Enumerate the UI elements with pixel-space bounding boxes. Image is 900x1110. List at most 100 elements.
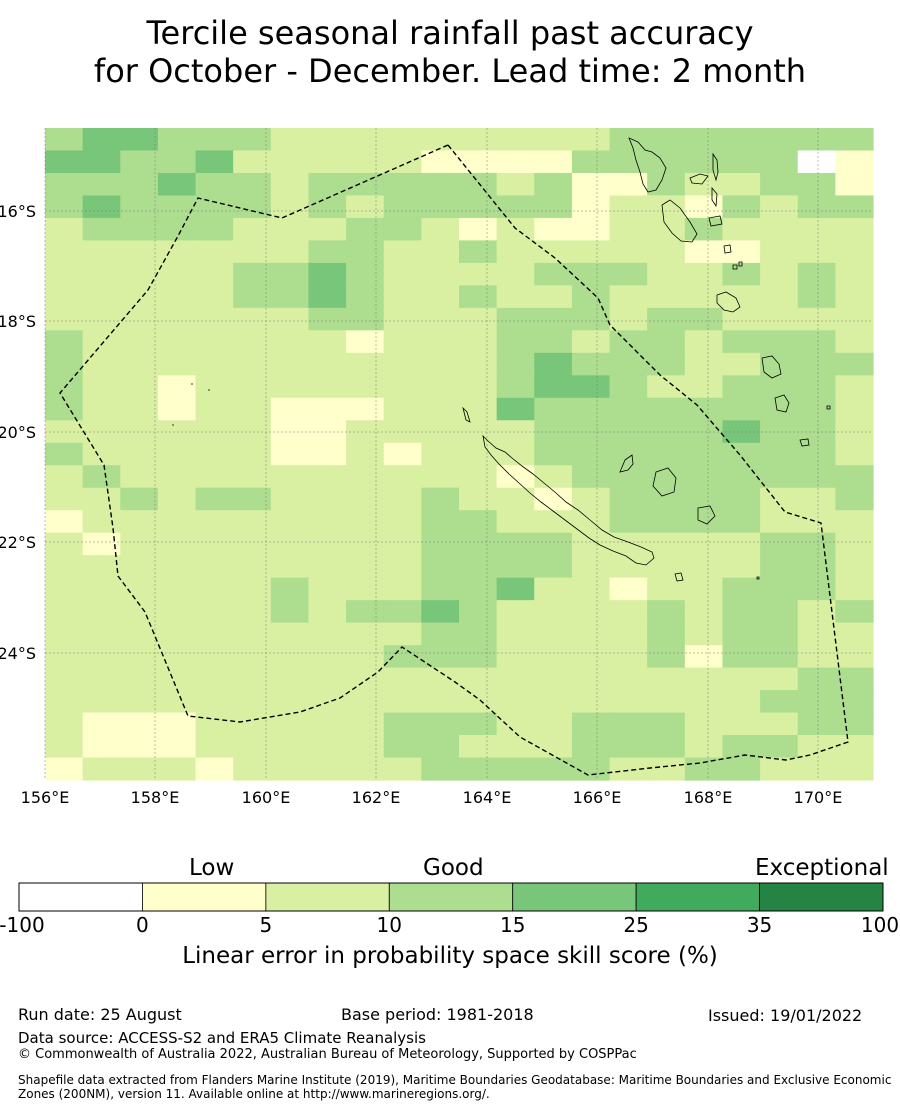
colorbar-tick-label: 10 — [376, 913, 403, 937]
grid-cell — [459, 217, 498, 242]
grid-cell — [346, 735, 385, 759]
grid-cell — [120, 397, 159, 421]
grid-cell — [308, 510, 347, 534]
grid-cell — [308, 307, 347, 331]
grid-cell — [157, 172, 197, 197]
grid-cell — [195, 667, 234, 691]
grid-cell — [609, 600, 648, 624]
grid-cell — [609, 712, 648, 736]
grid-cell — [82, 150, 121, 174]
grid-cell — [346, 690, 385, 714]
grid-cell — [308, 442, 347, 466]
grid-cell — [383, 667, 422, 691]
grid-cell — [346, 465, 385, 489]
grid-cell — [82, 600, 121, 624]
vanuatu-ambrym — [708, 215, 723, 227]
grid-cell — [383, 285, 422, 309]
grid-cell — [534, 465, 573, 489]
grid-cell — [157, 532, 197, 556]
grid-cell — [308, 375, 347, 399]
title-line-1: Tercile seasonal rainfall past accuracy — [146, 14, 754, 52]
grid-cell — [722, 577, 761, 601]
grid-cell — [421, 150, 460, 174]
grid-cell — [760, 465, 799, 489]
grid-cell — [571, 735, 611, 759]
grid-cell — [609, 442, 648, 466]
grid-cell — [459, 510, 498, 534]
grid-cell — [308, 735, 347, 759]
grid-cell — [45, 577, 84, 601]
colorbar-label-exceptional: Exceptional — [755, 855, 889, 881]
grid-cell — [722, 285, 761, 309]
grid-cell — [797, 262, 836, 286]
isle-of-pines — [674, 572, 684, 582]
grid-cell — [609, 150, 648, 174]
colorbar-tick-label: 0 — [136, 913, 149, 937]
grid-cell — [534, 667, 573, 691]
grid-cell — [835, 375, 874, 399]
grid-cell — [647, 600, 686, 624]
grid-cell — [722, 465, 761, 489]
grid-cell — [835, 397, 874, 421]
grid-cell — [383, 262, 422, 286]
grid-cell — [233, 757, 272, 781]
grid-cell — [421, 532, 460, 556]
grid-cell — [308, 577, 347, 601]
grid-cell — [647, 735, 686, 759]
grid-cell — [797, 532, 836, 556]
grid-cell — [496, 645, 535, 669]
grid-cell — [760, 510, 799, 534]
grid-cell — [459, 645, 498, 669]
vanuatu-maewo — [711, 186, 718, 208]
grid-cell — [534, 555, 573, 579]
grid-cell — [45, 735, 84, 759]
grid-cell — [120, 307, 159, 331]
grid-cell — [571, 217, 611, 242]
grid-cell — [233, 397, 272, 421]
grid-cell — [383, 240, 422, 264]
vanuatu-espiritu-santo — [628, 137, 667, 193]
grid-cell — [647, 307, 686, 331]
grid-cell — [722, 735, 761, 759]
grid-cell — [195, 465, 234, 489]
grid-cell — [684, 577, 724, 601]
grid-cell — [308, 420, 347, 444]
grid-cell — [270, 262, 310, 286]
latitude-label: 16°S — [0, 202, 36, 221]
grid-cell — [346, 397, 385, 421]
grid-cell — [835, 285, 874, 309]
grid-cell — [797, 667, 836, 691]
grid-cell — [835, 307, 874, 331]
grid-cell — [421, 555, 460, 579]
grid-cell — [534, 217, 573, 242]
grid-cell — [346, 510, 385, 534]
grid-cell — [609, 307, 648, 331]
grid-cell — [157, 442, 197, 466]
grid-cell — [308, 352, 347, 376]
grid-cell — [270, 712, 310, 736]
grid-cell — [195, 330, 234, 354]
grid-cell — [120, 240, 159, 264]
grid-cell — [82, 262, 121, 286]
grid-cell — [684, 240, 724, 264]
grid-cell — [459, 128, 498, 152]
grid-cell — [647, 757, 686, 781]
grid-cell — [496, 577, 535, 601]
grid-cell — [195, 240, 234, 264]
grid-cell — [421, 195, 460, 219]
grid-cell — [609, 397, 648, 421]
grid-cell — [647, 465, 686, 489]
grid-cell — [609, 555, 648, 579]
grid-cell — [120, 690, 159, 714]
grid-cell — [571, 622, 611, 646]
grid-cell — [534, 172, 573, 197]
grid-cell — [571, 510, 611, 534]
grid-cell — [609, 217, 648, 242]
grid-cell — [195, 172, 234, 197]
grid-cell — [383, 195, 422, 219]
colorbar-tick-label: -100 — [0, 913, 45, 937]
grid-cell — [760, 285, 799, 309]
grid-cell — [534, 262, 573, 286]
grid-cell — [571, 487, 611, 511]
grid-cell — [195, 532, 234, 556]
